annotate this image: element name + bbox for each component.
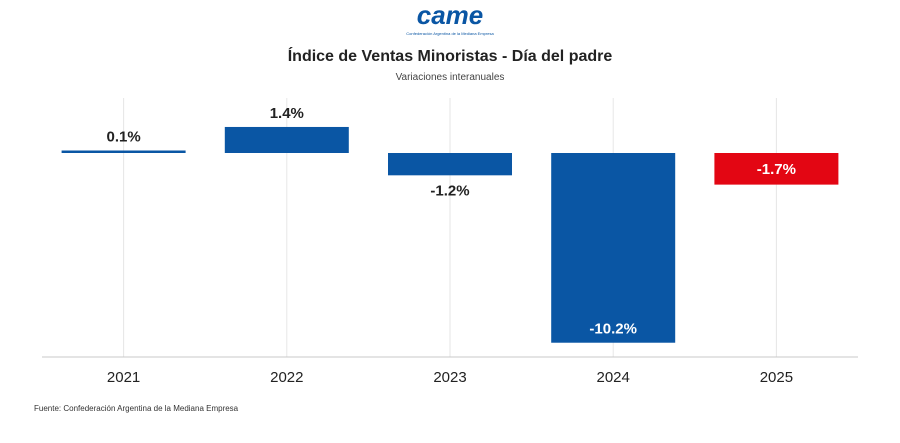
x-tick-label-2025: 2025: [760, 369, 793, 386]
came-logo: came Confederación Argentina de la Media…: [406, 0, 494, 36]
data-label-2025: -1.7%: [757, 161, 796, 178]
x-tick-label-2021: 2021: [107, 369, 140, 386]
chart-subtitle: Variaciones interanuales: [395, 72, 505, 83]
x-tick-label-2022: 2022: [270, 369, 303, 386]
bar-2023: [388, 153, 512, 176]
data-label-2024: -10.2%: [589, 321, 637, 338]
data-label-2021: 0.1%: [106, 129, 140, 146]
bar-2024: [551, 153, 676, 343]
logo-word: came: [417, 0, 484, 30]
bar-2022: [224, 126, 349, 153]
source-note: Fuente: Confederación Argentina de la Me…: [34, 404, 239, 413]
data-label-2023: -1.2%: [430, 182, 469, 199]
bar-2021: [61, 150, 186, 153]
data-label-2022: 1.4%: [270, 105, 304, 122]
x-tick-label-2023: 2023: [433, 369, 466, 386]
x-tick-label-2024: 2024: [597, 369, 630, 386]
logo-tagline: Confederación Argentina de la Mediana Em…: [406, 31, 494, 36]
bar-2025: [714, 153, 839, 185]
chart-title: Índice de Ventas Minoristas - Día del pa…: [287, 48, 613, 65]
